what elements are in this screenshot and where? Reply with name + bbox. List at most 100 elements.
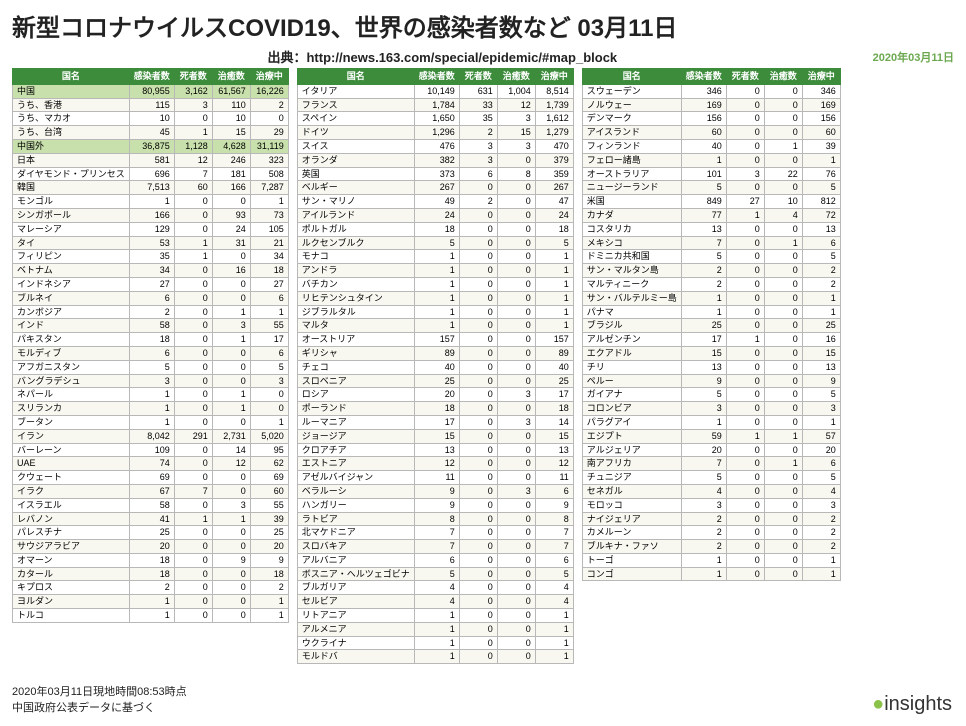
- stat-value: 20: [414, 388, 459, 402]
- stat-value: 0: [174, 457, 212, 471]
- stat-value: 17: [250, 333, 288, 347]
- stat-value: 6: [250, 291, 288, 305]
- country-name: ダイヤモンド・プリンセス: [13, 167, 130, 181]
- table-row: バングラデシュ3003: [13, 374, 289, 388]
- stat-value: 0: [726, 222, 764, 236]
- stat-value: 62: [250, 457, 288, 471]
- country-name: ベトナム: [13, 264, 130, 278]
- stat-value: 0: [497, 208, 535, 222]
- stat-value: 0: [726, 112, 764, 126]
- stat-value: 157: [535, 333, 573, 347]
- stat-value: 1: [212, 512, 250, 526]
- stat-value: 0: [212, 567, 250, 581]
- stat-value: 0: [764, 374, 802, 388]
- stat-value: 0: [726, 498, 764, 512]
- country-name: うち、香港: [13, 98, 130, 112]
- stat-value: 7: [681, 457, 726, 471]
- stat-value: 0: [764, 84, 802, 98]
- stat-value: 5: [535, 567, 573, 581]
- stat-value: 0: [726, 512, 764, 526]
- stat-value: 4: [414, 581, 459, 595]
- stat-value: 1,650: [414, 112, 459, 126]
- table-row: クウェート690069: [13, 471, 289, 485]
- country-name: ルーマニア: [297, 415, 414, 429]
- stat-value: 109: [129, 443, 174, 457]
- stat-value: 0: [212, 540, 250, 554]
- stat-value: 2: [250, 98, 288, 112]
- stat-value: 18: [129, 553, 174, 567]
- stat-value: 156: [681, 112, 726, 126]
- country-name: フランス: [297, 98, 414, 112]
- table-row: コスタリカ130013: [582, 222, 840, 236]
- table-row: ダイヤモンド・プリンセス6967181508: [13, 167, 289, 181]
- stat-value: 2: [802, 526, 840, 540]
- table-row: バーレーン10901495: [13, 443, 289, 457]
- stat-value: 0: [497, 567, 535, 581]
- country-name: イタリア: [297, 84, 414, 98]
- stat-value: 1: [174, 126, 212, 140]
- stat-value: 0: [459, 236, 497, 250]
- stat-value: 3: [681, 498, 726, 512]
- country-name: ロシア: [297, 388, 414, 402]
- stat-value: 12: [212, 457, 250, 471]
- table-row: パキスタン180117: [13, 333, 289, 347]
- table-row: 南アフリカ7016: [582, 457, 840, 471]
- stat-value: 0: [459, 264, 497, 278]
- country-name: バーレーン: [13, 443, 130, 457]
- stat-value: 0: [459, 277, 497, 291]
- country-name: フィリピン: [13, 250, 130, 264]
- stat-value: 0: [174, 567, 212, 581]
- stat-value: 0: [726, 126, 764, 140]
- stat-value: 0: [764, 305, 802, 319]
- stat-value: 1: [726, 208, 764, 222]
- col-header: 死者数: [726, 69, 764, 85]
- country-name: デンマーク: [582, 112, 681, 126]
- table-row: モンゴル1001: [13, 195, 289, 209]
- table-row: フィリピン351034: [13, 250, 289, 264]
- stat-value: 18: [129, 567, 174, 581]
- stat-value: 61,567: [212, 84, 250, 98]
- stat-value: 0: [497, 498, 535, 512]
- stat-value: 3: [802, 402, 840, 416]
- stat-value: 2: [681, 264, 726, 278]
- stat-value: 1: [174, 250, 212, 264]
- stat-value: 696: [129, 167, 174, 181]
- page-title: 新型コロナウイルスCOVID19、世界の感染者数など 03月11日: [12, 8, 954, 43]
- stat-value: 59: [681, 429, 726, 443]
- stat-value: 0: [497, 195, 535, 209]
- stat-value: 0: [726, 153, 764, 167]
- stat-value: 0: [726, 388, 764, 402]
- stat-value: 0: [497, 277, 535, 291]
- stat-value: 1: [250, 415, 288, 429]
- stat-value: 0: [497, 250, 535, 264]
- country-name: ギリシャ: [297, 346, 414, 360]
- stat-value: 0: [726, 567, 764, 581]
- country-name: チュニジア: [582, 471, 681, 485]
- stat-value: 470: [535, 139, 573, 153]
- footer-line-2: 中国政府公表データに基づく: [12, 701, 187, 716]
- stat-value: 0: [497, 553, 535, 567]
- stat-value: 812: [802, 195, 840, 209]
- stat-value: 0: [212, 374, 250, 388]
- country-name: シンガポール: [13, 208, 130, 222]
- stat-value: 0: [764, 471, 802, 485]
- stat-value: 0: [212, 360, 250, 374]
- stat-value: 0: [459, 333, 497, 347]
- col-header: 死者数: [459, 69, 497, 85]
- stat-value: 0: [459, 567, 497, 581]
- table-row: セルビア4004: [297, 595, 573, 609]
- stat-value: 0: [497, 512, 535, 526]
- stat-value: 22: [764, 167, 802, 181]
- stat-value: 3: [459, 139, 497, 153]
- stat-value: 1: [726, 333, 764, 347]
- country-name: フィンランド: [582, 139, 681, 153]
- stat-value: 0: [764, 402, 802, 416]
- stat-value: 0: [497, 181, 535, 195]
- stat-value: 0: [497, 540, 535, 554]
- stat-value: 0: [212, 609, 250, 623]
- stat-value: 581: [129, 153, 174, 167]
- table-row: ギリシャ890089: [297, 346, 573, 360]
- stat-value: 11: [535, 471, 573, 485]
- stat-value: 10,149: [414, 84, 459, 98]
- stat-value: 2: [129, 581, 174, 595]
